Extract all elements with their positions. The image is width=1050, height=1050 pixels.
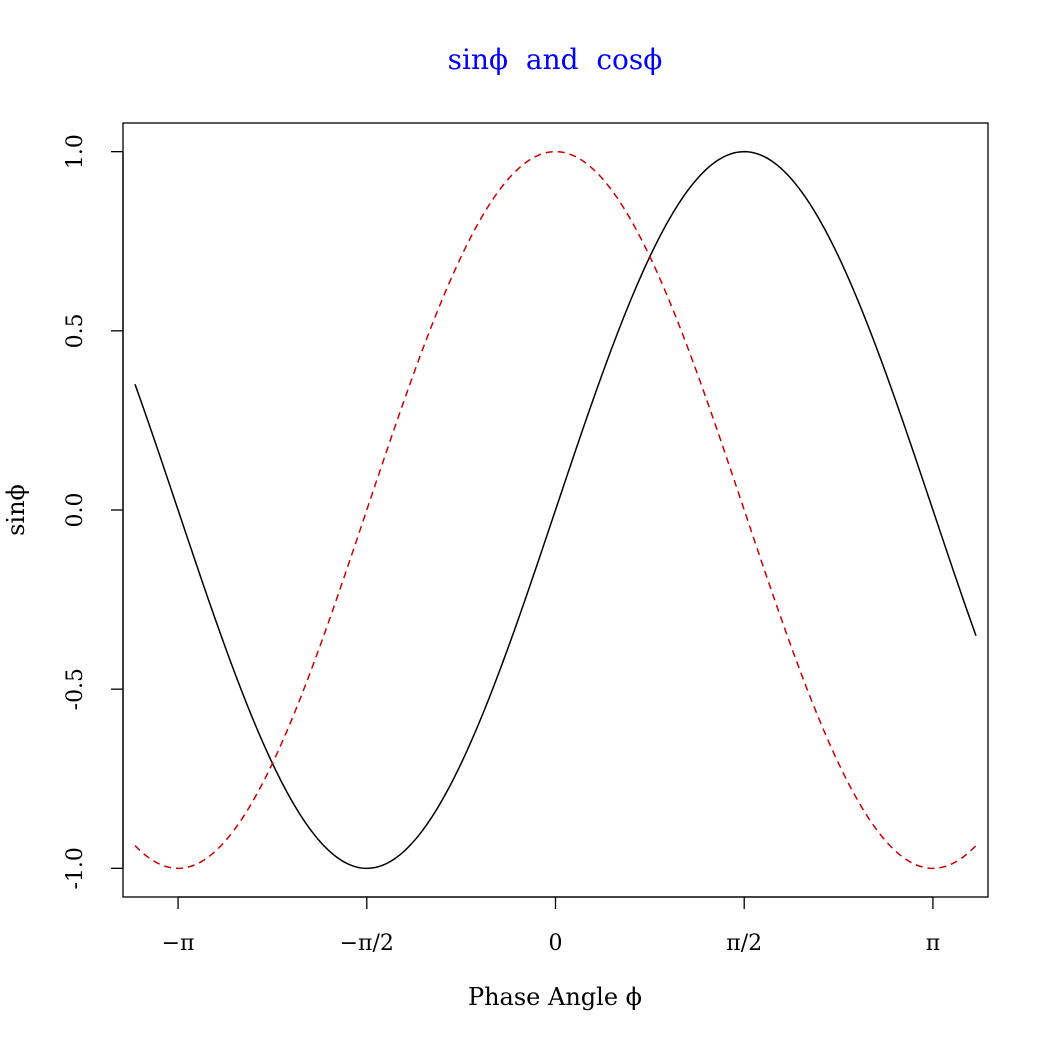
x-axis: −π −π/2 0 π/2 π bbox=[162, 896, 940, 956]
y-tick-label: 0.5 bbox=[63, 313, 88, 348]
y-axis-title: sinϕ bbox=[2, 484, 30, 536]
x-tick-label: −π/2 bbox=[340, 931, 394, 956]
x-tick-label: 0 bbox=[549, 931, 563, 956]
y-tick-label: 0.0 bbox=[63, 493, 88, 528]
y-tick-label: -1.0 bbox=[63, 847, 88, 889]
series-layer bbox=[134, 150, 977, 870]
y-tick-label: -0.5 bbox=[63, 668, 88, 710]
y-tick-label: 1.0 bbox=[63, 134, 88, 169]
x-axis-title: Phase Angle ϕ bbox=[468, 983, 642, 1011]
x-tick-label: −π bbox=[162, 931, 195, 956]
x-tick-label: π/2 bbox=[726, 931, 762, 956]
chart-title: sinϕ and cosϕ bbox=[448, 43, 663, 76]
x-tick-label: π bbox=[926, 931, 940, 956]
y-axis: -1.0 -0.5 0.0 0.5 1.0 bbox=[63, 134, 124, 890]
sin-curve bbox=[134, 150, 977, 870]
